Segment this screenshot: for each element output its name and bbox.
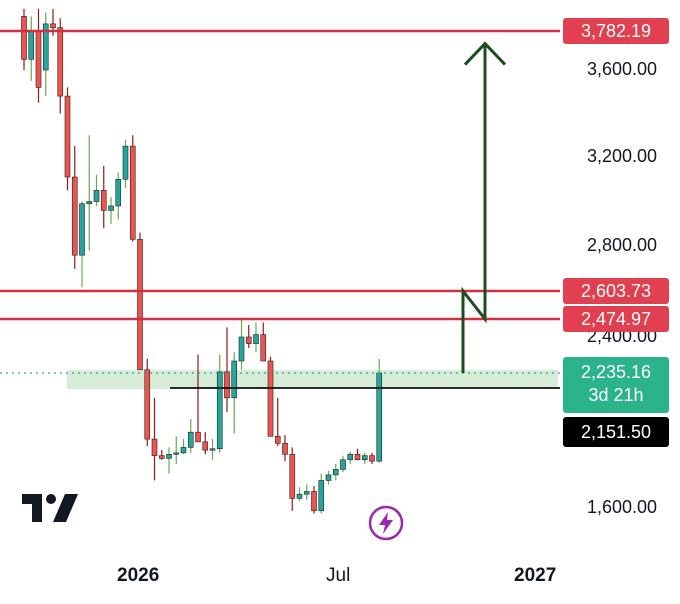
candle-body (303, 491, 310, 495)
y-tick-label: 3,200.00 (586, 146, 658, 166)
projection-arrow (461, 41, 507, 373)
candle-body (195, 431, 201, 443)
candle-body (325, 474, 332, 481)
level-price-badge: 2,603.73 (563, 278, 669, 304)
candle-body (166, 453, 172, 459)
candle-body (108, 205, 114, 211)
candle-body (129, 145, 136, 240)
candle-body (238, 336, 245, 362)
candle-body (50, 23, 56, 28)
arrow-head (463, 41, 507, 66)
candle-body (361, 455, 368, 461)
candle-body (115, 178, 122, 207)
candle-body (369, 455, 375, 462)
candle-body (42, 23, 49, 71)
support-zone (67, 370, 558, 389)
y-tick-label: 3,600.00 (586, 59, 658, 79)
candle-body (245, 336, 252, 344)
candle-body (376, 372, 383, 462)
candle-body (93, 190, 100, 202)
candle-body (354, 453, 361, 461)
candle-body (260, 334, 267, 362)
candle-body (187, 431, 194, 448)
x-tick-label: Jul (326, 565, 351, 586)
candle-body (282, 442, 288, 455)
y-tick-label: 2,800.00 (586, 235, 658, 255)
candle-body (274, 436, 281, 444)
candle-body (158, 455, 165, 459)
candle-body (71, 176, 78, 256)
candle-body (173, 452, 180, 455)
candle-body (296, 493, 303, 499)
support-zone-band (67, 370, 558, 389)
candle-body (202, 441, 209, 451)
candle-body (100, 190, 107, 211)
candle-body (289, 453, 296, 499)
candle-body (35, 31, 42, 88)
candle-body (231, 360, 238, 399)
candle-body (253, 334, 259, 344)
candle-body (224, 371, 230, 399)
lightning-icon[interactable] (368, 505, 404, 541)
candle-body (137, 239, 143, 371)
level-lines (0, 29, 560, 389)
candle-body (79, 203, 85, 256)
candle-body (122, 145, 129, 180)
candle-body (209, 448, 216, 451)
candle-body (86, 201, 93, 205)
tradingview-logo-icon[interactable] (22, 494, 80, 524)
current-price-label: 2,235.16 (580, 362, 652, 382)
candle-body (318, 480, 325, 512)
candle-body (144, 369, 151, 440)
candle-body (332, 469, 339, 476)
candle-body (151, 438, 158, 456)
candle-body (340, 459, 346, 470)
x-tick-label: 2027 (514, 565, 557, 586)
candles (21, 8, 383, 514)
current-price-badge: 2,235.16 3d 21h (563, 357, 669, 413)
level-price-badge: 2,474.97 (563, 306, 669, 332)
y-tick-label: 1,600.00 (586, 497, 658, 517)
candle-body (180, 447, 187, 454)
candle-body (216, 371, 223, 450)
candle-body (21, 16, 27, 60)
candle-body (57, 27, 64, 97)
candle-body (347, 453, 354, 461)
candle-body (64, 95, 71, 178)
candle-body (28, 31, 35, 60)
pivot-price-badge: 2,151.50 (563, 417, 669, 447)
level-price-badge: 3,782.19 (563, 18, 669, 44)
x-tick-label: 2026 (117, 565, 160, 586)
candle-body (311, 491, 317, 512)
projection-path (461, 43, 487, 373)
candle-body (267, 360, 274, 437)
countdown-label: 3d 21h (588, 385, 644, 405)
